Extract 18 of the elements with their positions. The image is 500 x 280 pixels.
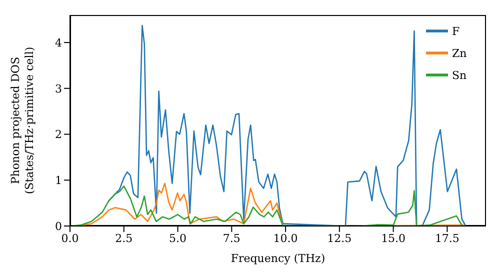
legend-label: F: [452, 24, 460, 38]
y-tick-label: 4: [55, 36, 62, 50]
y-axis-title: Phonon projected DOS (States/THz·primitive cell): [9, 46, 36, 194]
x-tick-label: 15.0: [381, 232, 406, 245]
y-tick-label: 1: [55, 174, 62, 188]
x-tick-label: 17.5: [434, 232, 460, 245]
x-tick-label: 0.0: [61, 232, 79, 245]
x-tick-label: 10.0: [273, 232, 298, 245]
x-axis-title: Frequency (THz): [230, 252, 326, 265]
y-tick-label: 3: [55, 82, 62, 96]
x-tick-label: 12.5: [327, 232, 352, 245]
y-tick-label: 0: [55, 220, 62, 233]
x-tick-label: 7.5: [222, 232, 240, 245]
x-tick-label: 2.5: [115, 232, 133, 245]
legend-label: Zn: [452, 46, 467, 60]
x-tick-label: 5.0: [169, 232, 187, 245]
y-tick-label: 2: [55, 128, 62, 142]
legend-label: Sn: [452, 68, 467, 82]
